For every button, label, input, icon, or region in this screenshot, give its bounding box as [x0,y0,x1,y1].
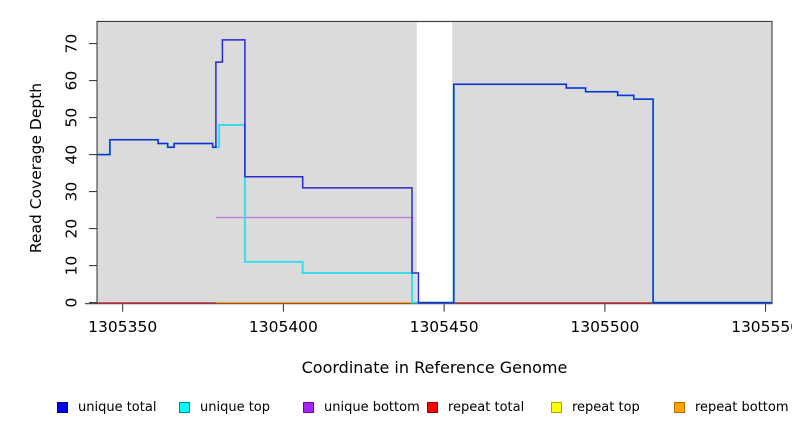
legend-item-repeat-top: repeat top [551,399,640,415]
legend-item-repeat-bottom: repeat bottom [674,399,789,415]
legend-item-unique-bottom: unique bottom [303,399,420,415]
y-tick-label: 10 [63,256,81,276]
no-data-gap [416,22,453,304]
x-tick-label: 1305450 [410,318,479,336]
legend-swatch-repeat-total [427,401,438,413]
legend-swatch-repeat-bottom [674,401,685,413]
series-line-unique-total [97,39,772,304]
legend-label-unique-bottom: unique bottom [324,399,420,415]
legend-item-repeat-total: repeat total [427,399,524,415]
legend-swatch-unique-top [179,401,190,413]
plot-border [96,20,773,305]
legend-label-repeat-total: repeat total [448,399,525,415]
legend-label-unique-total: unique total [78,399,157,415]
y-tick-label: 30 [63,182,81,202]
legend-swatch-repeat-top [551,401,562,413]
legend-swatch-unique-total [57,401,68,413]
legend-label-unique-top: unique top [200,399,271,415]
y-tick-label: 70 [63,34,81,54]
x-tick-label: 1305400 [249,318,318,336]
legend-swatch-unique-bottom [303,401,314,413]
x-tick-label: 1305350 [88,318,157,336]
x-tick-label: 1305500 [570,318,639,336]
x-axis-title: Coordinate in Reference Genome [301,358,568,377]
y-tick-label: 40 [63,145,81,165]
legend-item-unique-top: unique top [179,399,270,415]
y-tick-label: 0 [63,298,81,308]
y-axis-title: Read Coverage Depth [27,82,45,254]
legend-item-unique-total: unique total [57,399,156,415]
y-tick-label: 50 [63,108,81,128]
y-tick-label: 60 [63,71,81,91]
legend-label-repeat-bottom: repeat bottom [695,399,789,415]
legend-label-repeat-top: repeat top [572,399,640,415]
y-tick-label: 20 [63,219,81,239]
